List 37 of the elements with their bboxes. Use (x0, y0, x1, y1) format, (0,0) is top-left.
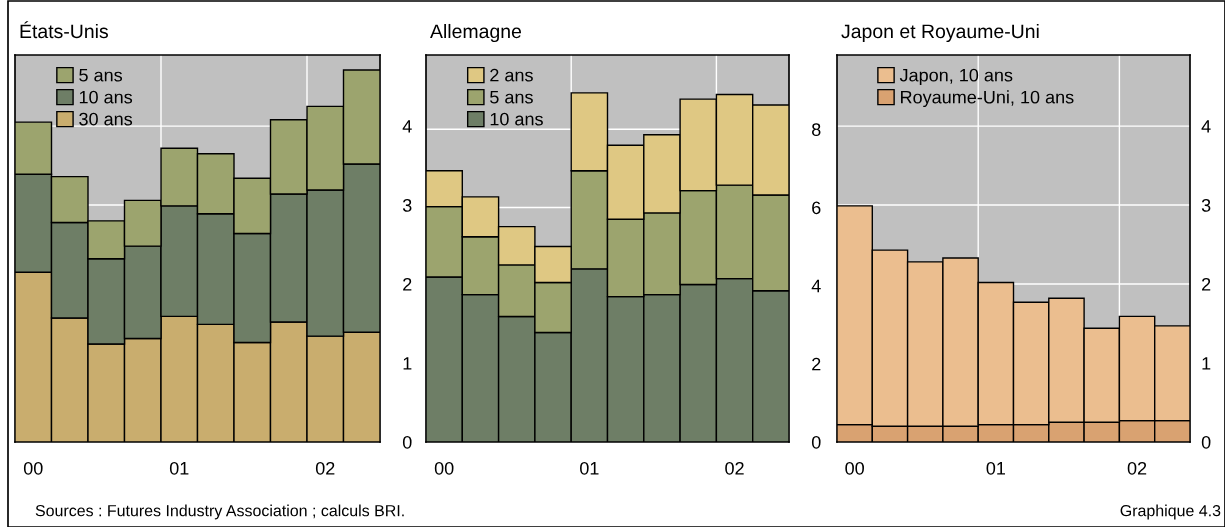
y-tick-label: 1 (1202, 357, 1211, 370)
y-tick-label: 6 (812, 201, 821, 215)
legend-label: 2 ans (490, 68, 533, 82)
y-tick-label: 1 (403, 357, 412, 370)
x-tick-label: 00 (23, 461, 43, 475)
x-tick-label: 01 (986, 461, 1006, 475)
x-tick-label: 00 (845, 461, 864, 475)
chart-title: Allemagne (430, 23, 522, 43)
y-tick-label: 3 (402, 199, 412, 212)
legend-label: 5 ans (490, 90, 533, 104)
x-tick-label: 02 (725, 461, 744, 475)
x-tick-label: 02 (315, 461, 335, 475)
y-tick-label: 4 (1201, 120, 1211, 133)
x-tick-label: 01 (580, 461, 599, 475)
legend-label: 10 ans (79, 90, 133, 104)
chart-title: Japon et Royaume-Uni (841, 23, 1039, 43)
y-tick-label: 0 (1201, 435, 1211, 449)
y-tick-label: 8 (812, 123, 821, 136)
y-tick-label: 4 (811, 279, 821, 293)
text: Graphique 4.3 (1120, 504, 1221, 520)
legend-label: 30 ans (79, 112, 133, 126)
y-tick-label: 0 (402, 435, 412, 449)
legend-label: 10 ans (490, 112, 543, 126)
y-tick-label: 2 (403, 277, 412, 291)
source-note: Sources : Futures Industry Association ; calculs BRI. (35, 504, 404, 520)
y-tick-label: 2 (1202, 277, 1211, 291)
x-tick-label: 02 (1127, 461, 1147, 475)
y-tick-label: 2 (812, 357, 821, 371)
legend-label: Royaume-Uni, 10 ans (901, 90, 1074, 108)
chart-title: États-Unis (20, 21, 108, 39)
y-tick-label: 3 (1201, 199, 1211, 212)
legend-label: Japon, 10 ans (899, 68, 1013, 86)
y-tick-label: 4 (402, 120, 412, 133)
legend-label: 5 ans (79, 68, 123, 82)
x-tick-label: 00 (434, 461, 454, 475)
x-tick-label: 01 (169, 461, 189, 475)
y-tick-label: 0 (811, 435, 821, 449)
